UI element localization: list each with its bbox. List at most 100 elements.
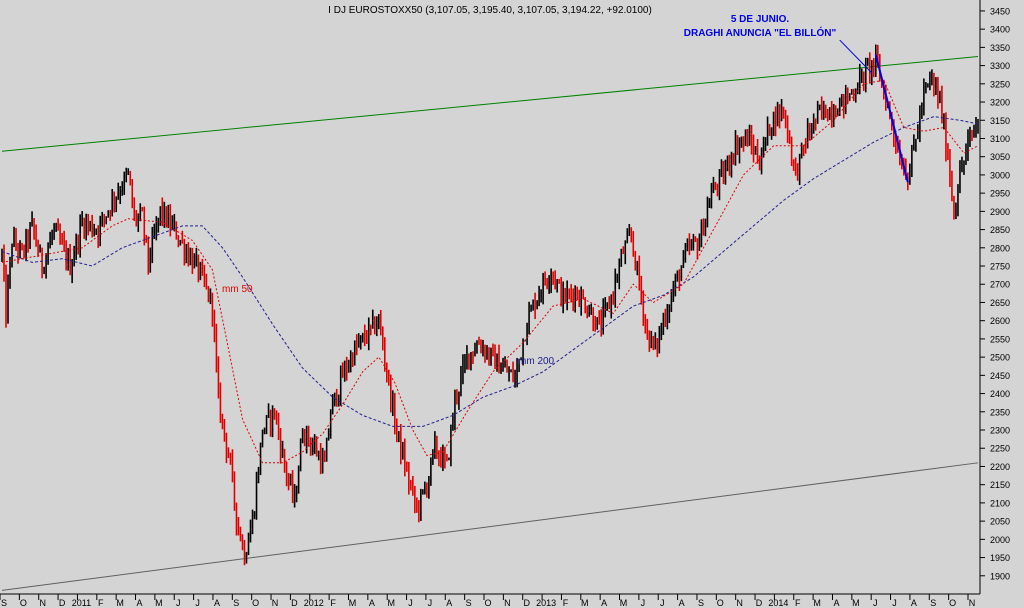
y-tick-label: 3100 [990, 134, 1010, 144]
x-tick-label: A [446, 598, 452, 608]
y-tick-label: 1900 [990, 571, 1010, 581]
x-tick-label: M [620, 598, 628, 608]
x-tick-label: M [852, 598, 860, 608]
x-axis: S O N D 2011 F M A M J J A S O N D 2012 F M A M J J A S O N D 2013 F M… [0, 594, 975, 608]
x-tick-label: S [1, 598, 7, 608]
ma200-label: mm 200 [518, 356, 555, 367]
y-tick-label: 2900 [990, 207, 1010, 217]
x-tick-label: J [176, 598, 181, 608]
y-tick-label: 3300 [990, 61, 1010, 71]
x-tick-label: F [795, 598, 801, 608]
x-tick-label: F [330, 598, 336, 608]
x-tick-label: M [387, 598, 395, 608]
y-tick-label: 3150 [990, 116, 1010, 126]
x-tick-label: O [484, 598, 491, 608]
y-tick-label: 2400 [990, 389, 1010, 399]
y-tick-label: 3250 [990, 79, 1010, 89]
trendlines [1, 55, 979, 591]
y-tick-label: 3000 [990, 170, 1010, 180]
event-lines [839, 39, 909, 183]
x-tick-label: N [504, 598, 511, 608]
x-tick-label: M [116, 598, 124, 608]
x-tick-label: F [98, 598, 104, 608]
y-tick-label: 2800 [990, 243, 1010, 253]
x-tick-label: M [813, 598, 821, 608]
x-tick-label: O [949, 598, 956, 608]
x-tick-label: J [892, 598, 897, 608]
x-tick-label: J [195, 598, 200, 608]
x-tick-label: J [660, 598, 665, 608]
x-tick-label: F [563, 598, 569, 608]
x-tick-label: O [20, 598, 27, 608]
y-tick-label: 2200 [990, 462, 1010, 472]
x-tick-label: D [756, 598, 763, 608]
x-tick-label: A [601, 598, 607, 608]
y-tick-label: 2050 [990, 517, 1010, 527]
y-tick-label: 2750 [990, 262, 1010, 272]
x-tick-label: N [736, 598, 743, 608]
ma50-label: mm 50 [222, 284, 253, 295]
y-tick-label: 3450 [990, 6, 1010, 16]
x-tick-label: N [272, 598, 279, 608]
y-tick-label: 2950 [990, 189, 1010, 199]
x-tick-label: A [679, 598, 685, 608]
y-axis: 1900 1950 2000 2050 2100 2150 2200 2250 2300 2350… [980, 6, 1010, 581]
y-tick-label: 2300 [990, 426, 1010, 436]
x-tick-label: 2012 [304, 598, 324, 608]
x-tick-label: M [349, 598, 357, 608]
y-tick-label: 3400 [990, 25, 1010, 35]
y-tick-label: 2350 [990, 407, 1010, 417]
x-tick-label: M [155, 598, 163, 608]
y-tick-label: 2650 [990, 298, 1010, 308]
ma50-line [1, 79, 979, 464]
x-tick-label: S [466, 598, 472, 608]
ma200-line [1, 116, 979, 427]
x-tick-label: A [214, 598, 220, 608]
plot-area [0, 0, 980, 594]
y-tick-label: 3200 [990, 98, 1010, 108]
y-tick-label: 2700 [990, 280, 1010, 290]
x-tick-label: M [581, 598, 589, 608]
x-tick-label: S [930, 598, 936, 608]
x-tick-label: D [523, 598, 530, 608]
x-tick-label: O [252, 598, 259, 608]
x-tick-label: J [873, 598, 878, 608]
x-tick-label: D [291, 598, 298, 608]
x-tick-label: A [137, 598, 143, 608]
x-tick-label: J [428, 598, 433, 608]
lower-trendline [1, 462, 979, 591]
y-tick-label: 2000 [990, 535, 1010, 545]
y-tick-label: 2450 [990, 371, 1010, 381]
annotation-line-2: DRAGHI ANUNCIA "EL BILLÓN" [684, 26, 837, 39]
y-tick-label: 2150 [990, 480, 1010, 490]
event-line [874, 54, 909, 183]
x-tick-label: N [969, 598, 976, 608]
y-tick-label: 2500 [990, 353, 1010, 363]
x-tick-label: S [233, 598, 239, 608]
y-tick-label: 2100 [990, 498, 1010, 508]
y-tick-label: 2600 [990, 316, 1010, 326]
y-tick-label: 2850 [990, 225, 1010, 235]
x-tick-label: D [59, 598, 66, 608]
event-line [839, 39, 873, 74]
x-tick-label: A [911, 598, 917, 608]
annotation-line-1: 5 DE JUNIO. [731, 14, 790, 25]
x-tick-label: 2011 [72, 598, 91, 608]
chart-title: I DJ EUROSTOXX50 (3,107.05, 3,195.40, 3,… [328, 5, 652, 16]
x-tick-label: 2013 [536, 598, 556, 608]
x-tick-label: S [698, 598, 704, 608]
y-tick-label: 1950 [990, 553, 1010, 563]
x-tick-label: N [39, 598, 46, 608]
upper-trendline [1, 55, 979, 152]
price-bars [1, 44, 979, 566]
y-tick-label: 2550 [990, 334, 1010, 344]
x-tick-label: A [833, 598, 839, 608]
y-tick-label: 3050 [990, 152, 1010, 162]
x-tick-label: J [408, 598, 413, 608]
x-tick-label: A [369, 598, 375, 608]
x-tick-label: 2014 [768, 598, 788, 608]
y-tick-label: 2250 [990, 444, 1010, 454]
y-tick-label: 3350 [990, 43, 1010, 53]
x-tick-label: O [717, 598, 724, 608]
